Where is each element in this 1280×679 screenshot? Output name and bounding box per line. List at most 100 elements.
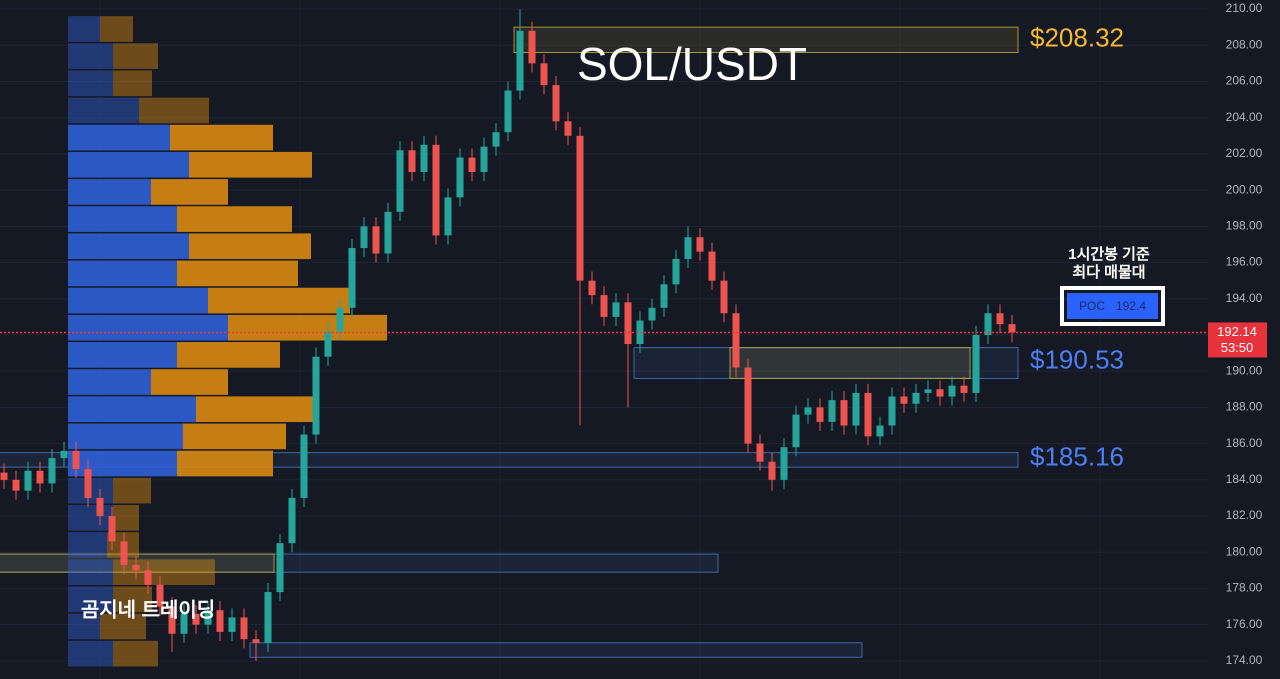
- candle-body: [276, 543, 284, 593]
- candle-body: [432, 144, 440, 236]
- candle-body: [852, 392, 860, 426]
- profile-buy: [68, 423, 183, 450]
- y-tick-label: 174.00: [1226, 653, 1263, 667]
- profile-sell: [113, 505, 139, 531]
- candle-body: [588, 280, 596, 296]
- poc-frame: [1060, 286, 1165, 326]
- candle-body: [384, 211, 392, 254]
- candle-body: [204, 610, 212, 625]
- y-tick-label: 204.00: [1226, 110, 1263, 124]
- candle-body: [900, 396, 908, 404]
- profile-buy: [68, 97, 139, 124]
- candle-body: [120, 541, 128, 565]
- candle-body: [732, 313, 740, 368]
- candle-body: [888, 396, 896, 426]
- watermark: 곰지네 트레이딩: [81, 598, 215, 621]
- y-tick-label: 184.00: [1226, 472, 1263, 486]
- candle-body: [816, 407, 824, 422]
- candle-body: [660, 284, 668, 308]
- candle-body: [24, 470, 32, 491]
- candle-body: [996, 313, 1004, 325]
- profile-buy: [68, 450, 177, 477]
- profile-buy: [68, 70, 113, 97]
- profile-buy: [68, 233, 189, 260]
- candle-body: [648, 307, 656, 321]
- profile-sell: [151, 369, 228, 395]
- zone: [0, 553, 719, 573]
- profile-buy: [68, 287, 208, 314]
- candle-body: [84, 468, 92, 498]
- profile-buy: [68, 396, 196, 423]
- y-tick-label: 210.00: [1226, 1, 1263, 15]
- candle-body: [480, 146, 488, 173]
- candle-body: [864, 392, 872, 437]
- profile-sell: [100, 16, 133, 42]
- profile-sell: [113, 70, 152, 97]
- y-tick-label: 206.00: [1226, 74, 1263, 88]
- profile-sell: [177, 450, 273, 477]
- candle-body: [264, 592, 272, 643]
- candle-body: [768, 461, 776, 480]
- candle-body: [456, 157, 464, 198]
- profile-buy: [68, 640, 113, 667]
- y-tick-label: 188.00: [1226, 400, 1263, 414]
- candle-body: [60, 450, 68, 459]
- profile-sell: [189, 233, 311, 260]
- candle-body: [1008, 324, 1016, 333]
- candle-body: [96, 497, 104, 517]
- candle-body: [300, 434, 308, 498]
- candle-body: [108, 516, 116, 542]
- candle-body: [192, 613, 200, 625]
- profile-sell: [208, 287, 350, 314]
- profile-buy: [68, 532, 107, 558]
- y-tick-label: 176.00: [1226, 617, 1263, 631]
- candle-body: [540, 63, 548, 86]
- price-tag-countdown: 53:50: [1221, 340, 1254, 355]
- poc-value: 192.4: [1116, 299, 1146, 313]
- candle-body: [396, 150, 404, 212]
- candle-body: [48, 458, 56, 484]
- profile-sell: [196, 396, 317, 423]
- profile-buy: [68, 43, 113, 69]
- profile-buy: [68, 16, 100, 42]
- profile-buy: [68, 124, 170, 151]
- profile-buy: [68, 206, 177, 232]
- candle-body: [468, 157, 476, 173]
- profile-sell: [113, 559, 215, 586]
- y-tick-label: 208.00: [1226, 37, 1263, 51]
- candle-body: [684, 237, 692, 259]
- candle-body: [696, 237, 704, 252]
- profile-sell: [113, 640, 158, 667]
- y-tick-label: 194.00: [1226, 291, 1263, 305]
- profile-sell: [170, 124, 273, 151]
- profile-sell: [177, 260, 298, 287]
- candle-body: [672, 258, 680, 285]
- candle-body: [408, 150, 416, 173]
- candle-body: [288, 497, 296, 544]
- profile-buy: [68, 342, 177, 368]
- candle-body: [72, 450, 80, 469]
- note-line: 최다 매물대: [1072, 263, 1145, 281]
- poc-box: [1067, 293, 1158, 319]
- poc-label: POC: [1079, 299, 1105, 313]
- candle-body: [840, 400, 848, 426]
- candle-body: [132, 564, 140, 571]
- candle-body: [720, 280, 728, 314]
- profile-buy: [68, 314, 228, 341]
- y-tick-label: 182.00: [1226, 508, 1263, 522]
- candle-body: [876, 425, 884, 437]
- candle-body: [612, 302, 620, 317]
- candle-body: [312, 356, 320, 435]
- zone: [249, 642, 863, 658]
- profile-sell: [113, 477, 151, 504]
- candle-body: [948, 385, 956, 397]
- candle-body: [228, 617, 236, 632]
- candle-body: [36, 470, 44, 484]
- candle-body: [624, 302, 632, 345]
- candle-body: [984, 313, 992, 335]
- candle-body: [564, 121, 572, 136]
- profile-sell: [183, 423, 286, 450]
- profile-sell: [113, 43, 158, 69]
- candle-body: [924, 389, 932, 393]
